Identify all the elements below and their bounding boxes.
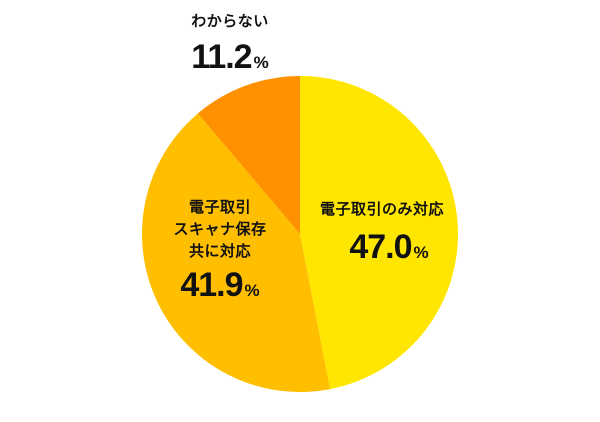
slice-name-line3: 共に対応: [188, 242, 251, 260]
slice-value: 41.9: [180, 266, 243, 304]
slice-unit: %: [244, 281, 260, 300]
slice-name: わからない: [191, 12, 269, 30]
slice-name-line1: 電子取引: [188, 198, 251, 216]
slice-unit: %: [253, 53, 269, 72]
slice-unit: %: [413, 243, 429, 262]
slice-label-both: 電子取引 スキャナ保存 共に対応 41.9%: [165, 196, 275, 310]
slice-label-electronic-only: 電子取引のみ対応 47.0%: [312, 198, 452, 272]
slice-unknown: [197, 76, 300, 234]
slice-name-line2: スキャナ保存: [173, 220, 267, 238]
slice-name: 電子取引のみ対応: [319, 200, 444, 218]
slice-electronic-only: [300, 76, 459, 390]
slice-value: 11.2: [191, 38, 252, 76]
slice-both: [141, 113, 331, 393]
slice-value: 47.0: [349, 228, 412, 266]
slice-label-unknown: わからない 11.2%: [180, 10, 280, 82]
